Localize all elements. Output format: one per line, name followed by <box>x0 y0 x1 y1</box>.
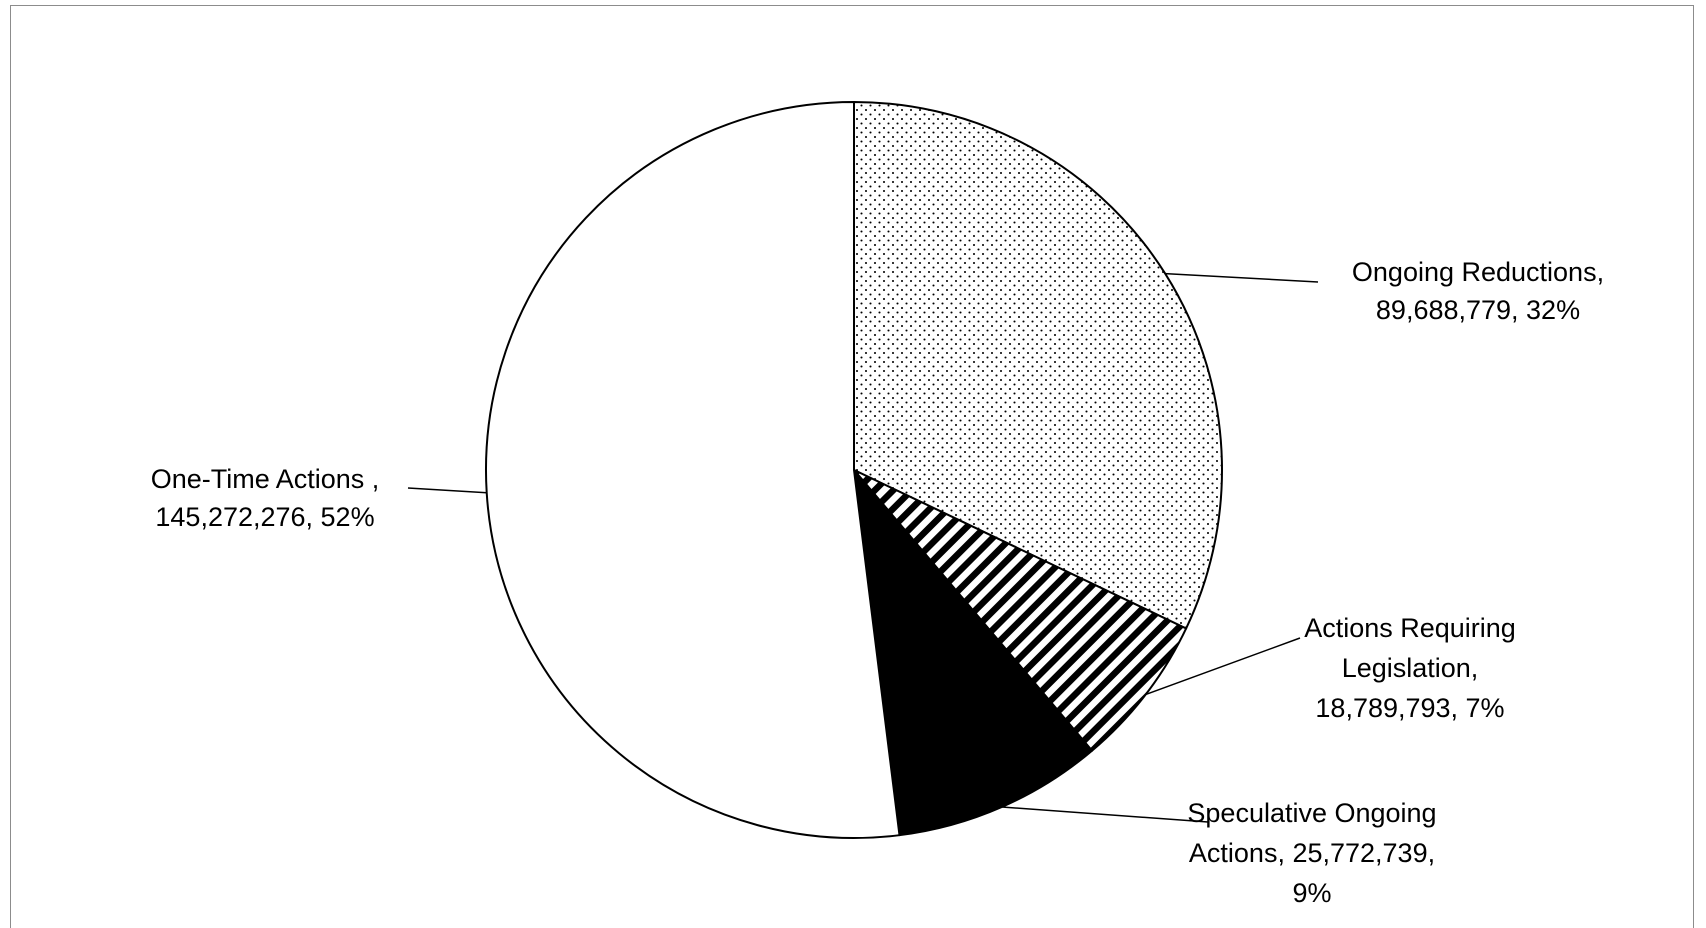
data-label-line: Ongoing Reductions, <box>1352 257 1604 287</box>
data-label-line: Actions Requiring <box>1304 613 1516 643</box>
leader-line-actions-requiring-legislation <box>1145 637 1301 696</box>
leader-lines <box>407 272 1319 823</box>
pie-slices <box>485 101 1223 839</box>
data-label-line: 9% <box>1292 878 1331 908</box>
leader-line-one-time-actions <box>407 487 487 494</box>
data-label-actions-requiring-legislation: Actions Requiring Legislation, 18,789,793,… <box>1304 613 1516 723</box>
data-label-line: Legislation, <box>1342 653 1479 683</box>
leader-line-ongoing-reductions <box>1165 272 1319 283</box>
leader-line-speculative-ongoing-actions <box>1001 806 1209 823</box>
chart-frame <box>10 5 1694 928</box>
data-label-line: Actions, 25,772,739, <box>1189 838 1435 868</box>
data-label-line: 18,789,793, 7% <box>1315 693 1504 723</box>
data-label-one-time-actions: One-Time Actions , 145,272,276, 52% <box>151 464 380 532</box>
data-label-line: One-Time Actions , <box>151 464 380 494</box>
data-label-line: 145,272,276, 52% <box>155 502 374 532</box>
pie-slice-ongoing-reductions <box>853 101 1223 630</box>
slice-labels: Ongoing Reductions, 89,688,779, 32% Action… <box>151 257 1604 908</box>
pie-slice-one-time-actions <box>485 101 901 839</box>
data-label-line: 89,688,779, 32% <box>1376 295 1580 325</box>
data-label-speculative-ongoing-actions: Speculative Ongoing Actions, 25,772,739, 9… <box>1187 798 1436 908</box>
data-label-ongoing-reductions: Ongoing Reductions, 89,688,779, 32% <box>1352 257 1604 325</box>
data-label-line: Speculative Ongoing <box>1187 798 1436 828</box>
